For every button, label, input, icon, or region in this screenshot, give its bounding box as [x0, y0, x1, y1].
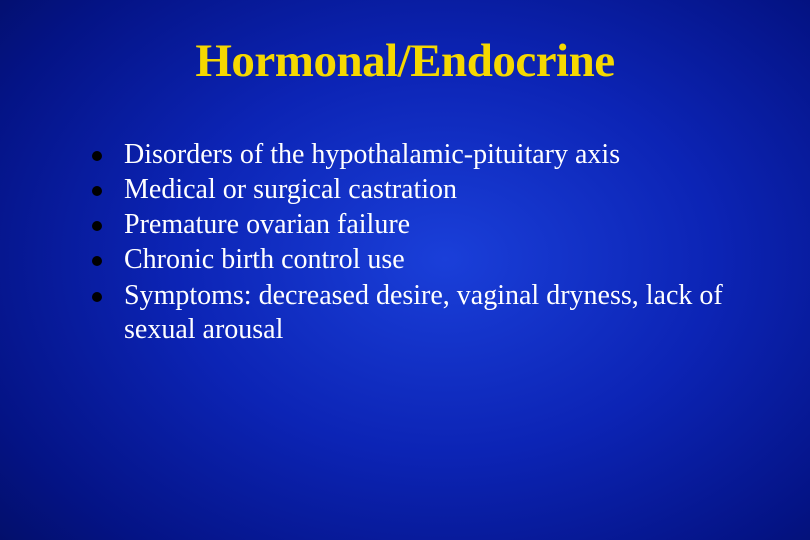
bullet-list: Disorders of the hypothalamic-pituitary … — [92, 138, 770, 348]
bullet-text: Symptoms: decreased desire, vaginal dryn… — [124, 279, 770, 347]
bullet-text: Medical or surgical castration — [124, 173, 770, 207]
list-item: Premature ovarian failure — [92, 208, 770, 242]
bullet-dot-icon — [92, 221, 102, 231]
bullet-dot-icon — [92, 292, 102, 302]
bullet-text: Premature ovarian failure — [124, 208, 770, 242]
bullet-text: Disorders of the hypothalamic-pituitary … — [124, 138, 770, 172]
list-item: Disorders of the hypothalamic-pituitary … — [92, 138, 770, 172]
list-item: Medical or surgical castration — [92, 173, 770, 207]
bullet-dot-icon — [92, 151, 102, 161]
slide-title: Hormonal/Endocrine — [0, 34, 810, 88]
list-item: Symptoms: decreased desire, vaginal dryn… — [92, 279, 770, 347]
bullet-dot-icon — [92, 256, 102, 266]
bullet-dot-icon — [92, 186, 102, 196]
list-item: Chronic birth control use — [92, 243, 770, 277]
bullet-text: Chronic birth control use — [124, 243, 770, 277]
